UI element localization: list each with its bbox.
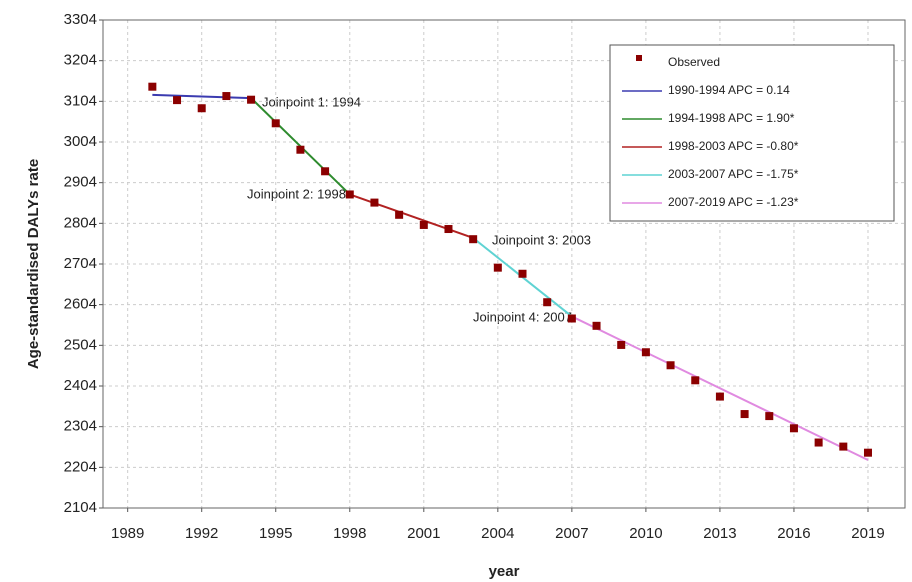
x-tick-label: 1995	[259, 525, 292, 542]
y-tick-label: 2204	[64, 458, 97, 475]
x-axis-title: year	[489, 563, 520, 580]
fit-line	[349, 193, 474, 239]
observed-point	[395, 210, 404, 219]
observed-point	[814, 438, 823, 447]
annotation: Joinpoint 3: 2003	[492, 232, 591, 247]
fit-line	[152, 93, 252, 100]
x-tick-label: 2016	[777, 525, 810, 542]
y-tick-label: 2804	[64, 214, 97, 231]
y-tick-label: 3304	[64, 11, 97, 28]
legend-label: 2003-2007 APC = -1.75*	[668, 167, 799, 181]
observed-point	[518, 269, 527, 278]
x-tick-label: 2010	[629, 525, 662, 542]
annotation: Joinpoint 1: 1994	[262, 94, 361, 109]
observed-point	[863, 448, 872, 457]
legend-label: Observed	[668, 55, 720, 69]
observed-point	[370, 198, 379, 207]
x-tick-label: 2004	[481, 525, 514, 542]
x-tick-label: 1992	[185, 525, 218, 542]
observed-point	[715, 392, 724, 401]
observed-point	[666, 361, 675, 370]
y-axis-title: Age-standardised DALYs rate	[25, 159, 42, 369]
observed-point	[592, 321, 601, 330]
observed-point	[173, 96, 182, 105]
observed-point	[148, 82, 157, 91]
observed-point	[296, 145, 305, 154]
observed-point	[765, 412, 774, 421]
observed-point	[641, 348, 650, 357]
legend-label: 2007-2019 APC = -1.23*	[668, 195, 799, 209]
observed-point	[691, 376, 700, 385]
observed-point	[222, 92, 231, 101]
y-tick-label: 2304	[64, 418, 97, 435]
y-tick-label: 2604	[64, 296, 97, 313]
observed-point	[345, 190, 354, 199]
legend-label: 1998-2003 APC = -0.80*	[668, 139, 799, 153]
observed-point	[197, 104, 206, 113]
y-tick-label: 2104	[64, 499, 97, 516]
x-tick-label: 1998	[333, 525, 366, 542]
x-tick-label: 2019	[851, 525, 884, 542]
legend-box	[609, 44, 895, 222]
observed-point	[469, 235, 478, 244]
x-tick-label: 2007	[555, 525, 588, 542]
plot-frame	[102, 19, 906, 509]
observed-point	[321, 167, 330, 176]
observed-point	[543, 298, 552, 307]
observed-point	[789, 424, 798, 433]
x-tick-label: 2013	[703, 525, 736, 542]
fit-line	[571, 315, 869, 461]
annotation: Joinpoint 4: 2007	[473, 309, 572, 324]
observed-point	[617, 340, 626, 349]
observed-point	[740, 410, 749, 419]
annotation: Joinpoint 2: 1998	[247, 186, 346, 201]
legend-swatch	[636, 55, 642, 61]
y-tick-label: 2404	[64, 377, 97, 394]
y-tick-label: 2704	[64, 255, 97, 272]
legend-label: 1994-1998 APC = 1.90*	[668, 111, 795, 125]
x-tick-label: 1989	[111, 525, 144, 542]
observed-point	[247, 95, 256, 104]
x-tick-label: 2001	[407, 525, 440, 542]
y-tick-label: 3104	[64, 92, 97, 109]
y-tick-label: 3004	[64, 133, 97, 150]
y-tick-label: 2504	[64, 336, 97, 353]
y-tick-label: 3204	[64, 52, 97, 69]
observed-point	[839, 442, 848, 451]
observed-point	[444, 225, 453, 234]
observed-point	[419, 220, 428, 229]
observed-point	[567, 314, 576, 323]
legend-label: 1990-1994 APC = 0.14	[668, 83, 790, 97]
y-tick-label: 2904	[64, 174, 97, 191]
observed-point	[271, 119, 280, 128]
observed-point	[493, 263, 502, 272]
